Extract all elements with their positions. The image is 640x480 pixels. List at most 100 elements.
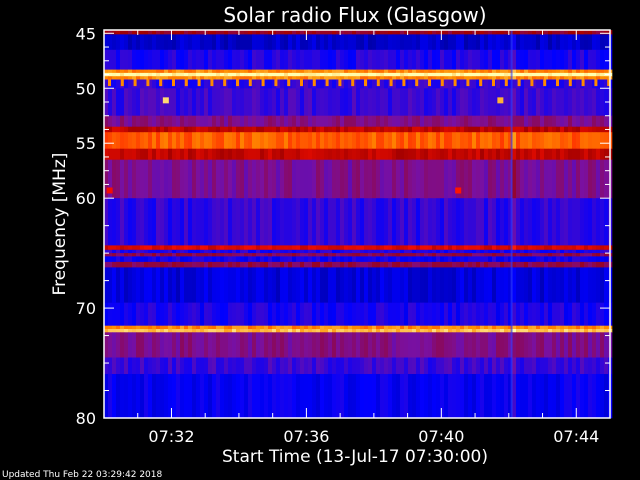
heatmap-cell — [196, 374, 201, 419]
comb-spike — [197, 79, 201, 87]
heatmap-cell — [416, 132, 421, 149]
heatmap-cell — [584, 79, 589, 89]
heatmap-cell — [600, 261, 605, 268]
heatmap-cell — [156, 159, 161, 199]
heatmap-cell — [356, 332, 361, 358]
heatmap-cell — [432, 49, 437, 70]
heatmap-cell — [132, 30, 137, 35]
heatmap-cell — [232, 34, 237, 51]
heatmap-cell — [432, 374, 437, 419]
heatmap-cell — [124, 249, 129, 254]
heatmap-cell — [488, 159, 493, 199]
heatmap-cell — [128, 253, 133, 257]
heatmap-cell — [128, 267, 133, 303]
heatmap-cell — [244, 325, 249, 330]
heatmap-cell — [544, 198, 549, 246]
heatmap-cell — [356, 249, 361, 254]
heatmap-cell — [308, 72, 313, 77]
heatmap-cell — [432, 245, 437, 251]
heatmap-cell — [440, 126, 445, 133]
heatmap-cell — [344, 374, 349, 419]
heatmap-cell — [272, 79, 277, 89]
heatmap-cell — [176, 72, 181, 77]
heatmap-cell — [392, 69, 397, 74]
heatmap-cell — [440, 374, 445, 419]
heatmap-cell — [564, 249, 569, 254]
heatmap-cell — [572, 79, 577, 89]
heatmap-cell — [280, 256, 285, 263]
heatmap-cell — [424, 159, 429, 199]
heatmap-cell — [340, 261, 345, 268]
heatmap-cell — [368, 126, 373, 133]
heatmap-cell — [508, 88, 513, 117]
heatmap-cell — [548, 49, 553, 70]
heatmap-cell — [600, 88, 605, 117]
heatmap-cell — [120, 357, 125, 375]
heatmap-cell — [276, 30, 281, 35]
heatmap-cell — [312, 30, 317, 35]
heatmap-cell — [420, 253, 425, 257]
heatmap-cell — [108, 159, 113, 199]
heatmap-cell — [256, 34, 261, 51]
heatmap-cell — [464, 256, 469, 263]
heatmap-cell — [492, 374, 497, 419]
heatmap-cell — [528, 132, 533, 149]
heatmap-cell — [504, 49, 509, 70]
heatmap-cell — [544, 76, 549, 80]
heatmap-cell — [324, 198, 329, 246]
heatmap-cell — [404, 249, 409, 254]
heatmap-cell — [388, 374, 393, 419]
heatmap-cell — [156, 30, 161, 35]
heatmap-cell — [348, 261, 353, 268]
heatmap-cell — [132, 76, 137, 80]
heatmap-cell — [548, 76, 553, 80]
heatmap-cell — [176, 132, 181, 149]
heatmap-cell — [280, 329, 285, 333]
heatmap-cell — [464, 302, 469, 326]
heatmap-cell — [208, 34, 213, 51]
heatmap-cell — [248, 249, 253, 254]
heatmap-cell — [184, 261, 189, 268]
heatmap-cell — [580, 159, 585, 199]
heatmap-cell — [236, 198, 241, 246]
heatmap-cell — [372, 245, 377, 251]
heatmap-cell — [248, 253, 253, 257]
heatmap-cell — [284, 198, 289, 246]
heatmap-cell — [452, 325, 457, 330]
heatmap-cell — [564, 88, 569, 117]
heatmap-cell — [600, 374, 605, 419]
heatmap-cell — [124, 374, 129, 419]
heatmap-cell — [188, 69, 193, 74]
heatmap-cell — [116, 126, 121, 133]
heatmap-cell — [340, 132, 345, 149]
heatmap-cell — [180, 115, 185, 127]
heatmap-cell — [428, 69, 433, 74]
heatmap-cell — [496, 253, 501, 257]
heatmap-cell — [384, 249, 389, 254]
heatmap-cell — [536, 245, 541, 251]
heatmap-cell — [400, 374, 405, 419]
heatmap-cell — [516, 148, 521, 160]
heatmap-cell — [476, 132, 481, 149]
heatmap-cell — [228, 332, 233, 358]
heatmap-cell — [176, 374, 181, 419]
heatmap-cell — [508, 249, 513, 254]
heatmap-cell — [156, 126, 161, 133]
heatmap-cell — [340, 30, 345, 35]
heatmap-cell — [188, 72, 193, 77]
heatmap-cell — [428, 253, 433, 257]
heatmap-cell — [104, 69, 109, 74]
heatmap-cell — [140, 88, 145, 117]
heatmap-cell — [540, 79, 545, 89]
heatmap-cell — [568, 261, 573, 268]
heatmap-cell — [156, 148, 161, 160]
heatmap-cell — [328, 72, 333, 77]
heatmap-cell — [336, 332, 341, 358]
heatmap-cell — [356, 126, 361, 133]
heatmap-cell — [168, 329, 173, 333]
heatmap-cell — [412, 148, 417, 160]
heatmap-cell — [260, 76, 265, 80]
heatmap-cell — [240, 256, 245, 263]
heatmap-cell — [320, 69, 325, 74]
heatmap-cell — [128, 69, 133, 74]
